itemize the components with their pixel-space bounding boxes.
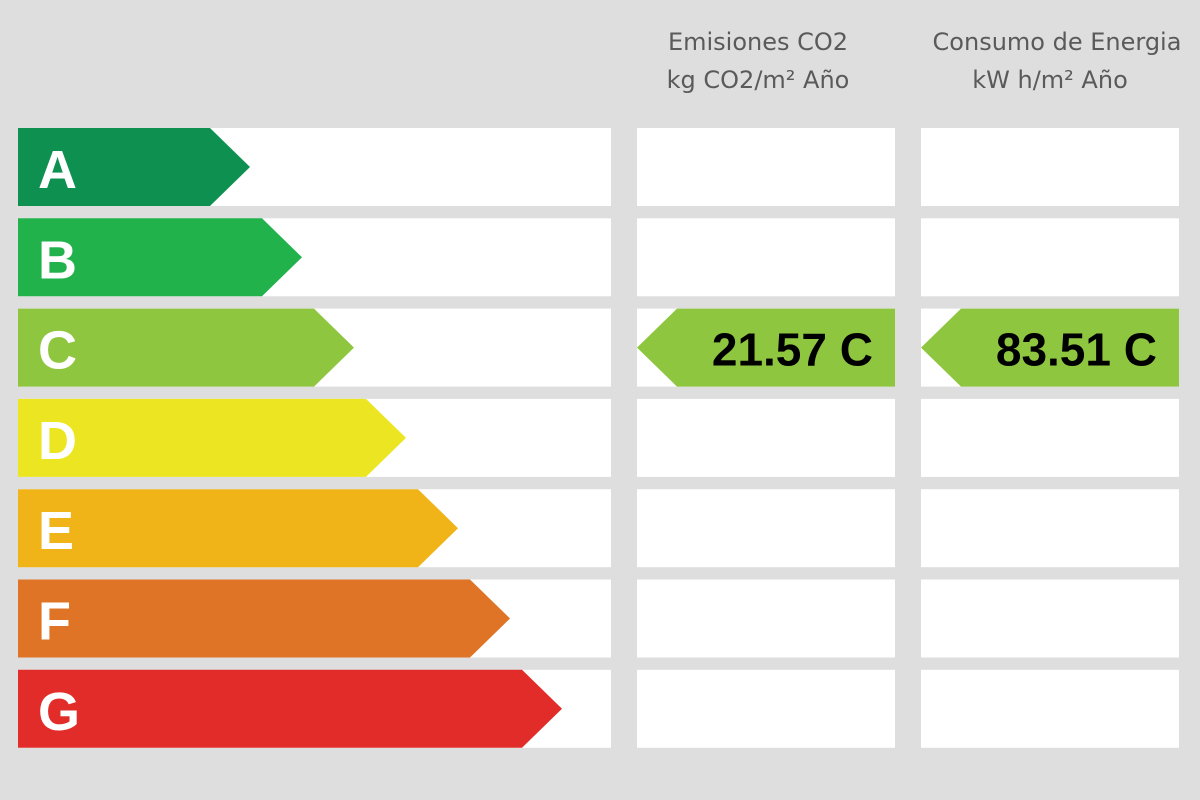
value-cell: [637, 669, 895, 748]
rating-class: C: [840, 324, 873, 376]
grade-letter: A: [38, 140, 77, 200]
value-cell: [921, 669, 1179, 748]
column-unit: kW h/m² Año: [972, 66, 1128, 94]
value-cell: [637, 579, 895, 658]
grade-arrow: [18, 218, 302, 297]
rating-text: 21.57 C: [712, 324, 873, 376]
grade-letter: G: [38, 682, 80, 742]
value-cell: [637, 398, 895, 477]
value-cell: [921, 489, 1179, 568]
rating-marker: [921, 308, 1179, 387]
rating-value: 83.51: [996, 324, 1111, 376]
column-header: Consumo de Energia: [933, 28, 1182, 56]
value-cell: [637, 489, 895, 568]
grade-letter: D: [38, 411, 77, 471]
value-cell: [637, 218, 895, 297]
grade-letter: E: [38, 501, 74, 561]
rating-marker: [637, 308, 895, 387]
rating-class: C: [1124, 324, 1157, 376]
grade-arrow: [18, 669, 562, 748]
value-cell: [921, 218, 1179, 297]
grade-arrow: [18, 398, 406, 477]
grade-letter: B: [38, 230, 77, 290]
column-header: Emisiones CO2: [668, 28, 848, 56]
grade-letter: C: [38, 321, 77, 381]
grade-arrow: [18, 128, 250, 206]
grade-arrow: [18, 308, 354, 387]
grade-letter: F: [38, 592, 71, 652]
grade-arrow: [18, 489, 458, 568]
value-cell: [921, 128, 1179, 206]
rating-value: 21.57: [712, 324, 827, 376]
value-cell: [921, 579, 1179, 658]
grade-arrow: [18, 579, 510, 658]
value-cell: [637, 128, 895, 206]
column-unit: kg CO2/m² Año: [667, 66, 850, 94]
rating-text: 83.51 C: [996, 324, 1157, 376]
value-cell: [921, 398, 1179, 477]
